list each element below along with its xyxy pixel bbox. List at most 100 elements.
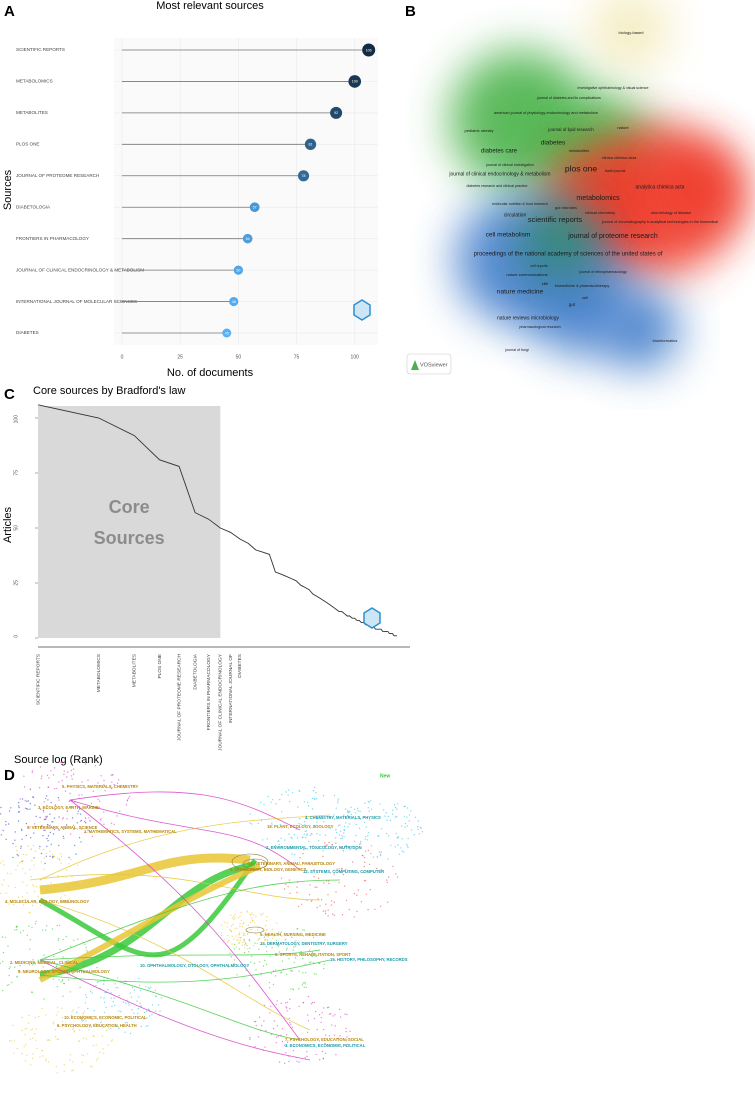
scatter-dot [324, 1052, 327, 1055]
scatter-dot [311, 797, 314, 800]
scatter-dot [103, 983, 105, 985]
scatter-dot [329, 827, 331, 830]
scatter-dot [53, 788, 56, 790]
scatter-dot [14, 966, 16, 968]
scatter-dot [257, 822, 259, 825]
scatter-dot [264, 931, 267, 934]
scatter-dot [84, 817, 87, 819]
scatter-dot [296, 928, 298, 930]
scatter-dot [79, 986, 81, 989]
scatter-dot [311, 955, 313, 958]
scatter-dot [33, 864, 35, 866]
scatter-dot [78, 808, 81, 810]
flow [39, 949, 321, 961]
y-tick-label: 50 [13, 525, 19, 531]
scatter-dot [233, 916, 235, 918]
scatter-dot [106, 1024, 108, 1026]
scatter-dot [311, 833, 313, 835]
scatter-dot [313, 786, 316, 788]
scatter-dot [340, 846, 342, 848]
scatter-dot [240, 919, 242, 922]
scatter-dot [329, 817, 331, 819]
scatter-dot [97, 981, 100, 983]
scatter-dot [272, 1027, 275, 1030]
x-tick-label: DIABETES [237, 654, 243, 678]
scatter-dot [80, 1054, 83, 1056]
scatter-dot [45, 1014, 47, 1016]
scatter-dot [150, 986, 152, 988]
scatter-dot [313, 869, 315, 871]
scatter-dot [277, 840, 279, 843]
scatter-dot [270, 972, 273, 975]
scatter-dot [131, 986, 134, 989]
scatter-dot [45, 852, 48, 854]
scatter-dot [323, 882, 325, 884]
left-cluster-label: 10. ECONOMICS, ECONOMIC, POLITICAL [64, 1015, 147, 1020]
scatter-dot [103, 823, 105, 825]
scatter-dot [267, 936, 269, 938]
scatter-dot [145, 986, 147, 988]
scatter-dot [70, 769, 73, 772]
scatter-dot [394, 806, 397, 809]
scatter-dot [296, 1060, 298, 1063]
scatter-dot [8, 1040, 11, 1042]
scatter-dot [310, 900, 313, 902]
scatter-dot [309, 884, 311, 886]
scatter-dot [116, 977, 119, 979]
flow [39, 959, 301, 1041]
scatter-dot [31, 771, 33, 774]
x-axis-label: No. of documents [167, 367, 254, 379]
scatter-dot [384, 815, 386, 817]
scatter-dot [129, 1032, 132, 1035]
scatter-dot [145, 1025, 147, 1028]
scatter-dot [321, 1050, 323, 1053]
scatter-dot [103, 980, 105, 982]
scatter-dot [404, 826, 406, 828]
term-label: diabetes research and clinical practice [467, 184, 528, 188]
scatter-dot [93, 1035, 95, 1037]
scatter-dot [272, 799, 274, 801]
term-label: biology-based [619, 30, 644, 35]
scatter-dot [379, 803, 381, 805]
scatter-dot [328, 880, 330, 882]
scatter-dot [295, 940, 297, 942]
scatter-dot [35, 815, 37, 818]
scatter-dot [395, 873, 397, 875]
scatter-dot [128, 1004, 130, 1006]
scatter-dot [323, 963, 326, 965]
scatter-dot [235, 946, 237, 948]
scatter-dot [248, 940, 251, 942]
scatter-dot [345, 1045, 347, 1048]
scatter-dot [319, 905, 321, 907]
scatter-dot [32, 844, 35, 847]
value-label: 81 [309, 143, 313, 147]
scatter-dot [107, 1027, 110, 1029]
scatter-dot [287, 886, 289, 888]
core-label: Core [109, 497, 150, 517]
scatter-dot [250, 961, 252, 963]
scatter-dot [17, 811, 20, 813]
scatter-dot [81, 1018, 83, 1021]
value-label: 106 [366, 48, 372, 52]
scatter-dot [335, 829, 337, 831]
scatter-dot [223, 939, 225, 941]
scatter-dot [147, 1025, 149, 1027]
scatter-dot [43, 868, 45, 870]
scatter-dot [386, 879, 388, 881]
scatter-dot [24, 872, 26, 874]
scatter-dot [49, 855, 51, 857]
scatter-dot [247, 911, 249, 913]
scatter-dot [249, 813, 251, 815]
scatter-dot [107, 1044, 109, 1046]
scatter-dot [13, 1039, 16, 1042]
scatter-dot [270, 1033, 273, 1036]
scatter-dot [139, 1002, 141, 1005]
scatter-dot [234, 944, 236, 946]
scatter-dot [78, 1040, 80, 1042]
scatter-dot [394, 816, 397, 818]
scatter-dot [17, 820, 20, 822]
scatter-dot [26, 892, 28, 894]
scatter-dot [344, 808, 347, 810]
scatter-dot [386, 832, 388, 835]
scatter-dot [236, 939, 238, 941]
